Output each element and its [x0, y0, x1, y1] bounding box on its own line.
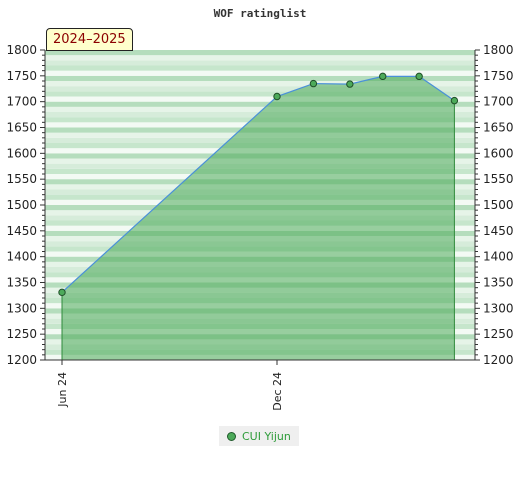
season-label: 2024–2025 — [46, 28, 133, 51]
y-tick-label-right: 1800 — [483, 43, 514, 57]
y-tick-label-left: 1200 — [6, 353, 37, 367]
data-point — [450, 96, 459, 105]
y-tick-label-right: 1750 — [483, 69, 514, 83]
y-tick-label-left: 1400 — [6, 250, 37, 264]
band — [45, 55, 475, 61]
y-tick-label-left: 1600 — [6, 146, 37, 160]
y-tick-label-left: 1250 — [6, 327, 37, 341]
data-point — [273, 92, 281, 101]
legend-marker — [227, 431, 236, 441]
y-tick-label-left: 1450 — [6, 224, 37, 238]
series-fill — [62, 76, 455, 360]
band — [45, 86, 475, 92]
data-point — [346, 80, 354, 88]
chart-title: WOF ratinglist — [214, 7, 307, 20]
band — [45, 70, 475, 76]
legend[interactable]: CUI Yijun — [219, 426, 299, 446]
y-tick-label-left: 1500 — [6, 198, 37, 212]
data-point — [379, 72, 387, 81]
band — [45, 75, 475, 81]
y-tick-label-left: 1700 — [6, 95, 37, 109]
y-tick-label-left: 1750 — [6, 69, 37, 83]
y-tick-label-right: 1550 — [483, 172, 514, 186]
data-point — [309, 79, 318, 88]
y-tick-label-left: 1550 — [6, 172, 37, 186]
y-tick-label-right: 1400 — [483, 250, 514, 264]
y-tick-label-right: 1250 — [483, 327, 514, 341]
y-tick-label-right: 1500 — [483, 198, 514, 212]
legend-label: CUI Yijun — [242, 429, 291, 443]
band — [45, 60, 475, 66]
y-tick-label-right: 1200 — [483, 353, 514, 367]
y-tick-label-right: 1650 — [483, 121, 514, 135]
axes: 1200 1200 1250 1250 1300 1300 1350 1350 1400 1400… — [6, 43, 513, 411]
band — [45, 91, 475, 97]
band — [45, 101, 475, 107]
band — [45, 81, 475, 87]
data-point — [415, 72, 423, 81]
y-tick-label-left: 1650 — [6, 121, 37, 135]
band — [45, 50, 475, 56]
y-tick-label-left: 1350 — [6, 276, 37, 290]
series-points — [58, 72, 459, 297]
data-point — [58, 288, 66, 297]
band — [45, 96, 475, 102]
y-tick-label-right: 1600 — [483, 146, 514, 160]
y-tick-label-right: 1450 — [483, 224, 514, 238]
y-tick-label-left: 1300 — [6, 301, 37, 315]
band — [45, 106, 475, 112]
x-tick-label: Jun 24 — [56, 372, 69, 408]
x-tick-label: Dec 24 — [271, 372, 284, 411]
band — [45, 65, 475, 71]
y-tick-label-right: 1700 — [483, 95, 514, 109]
y-tick-label-right: 1350 — [483, 276, 514, 290]
y-tick-label-left: 1800 — [6, 43, 37, 57]
y-tick-label-right: 1300 — [483, 301, 514, 315]
